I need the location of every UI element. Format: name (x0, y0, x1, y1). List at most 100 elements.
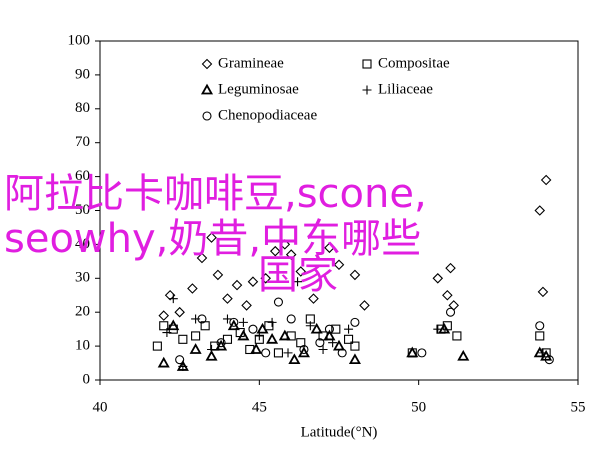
marker-triangle (157, 356, 170, 368)
marker-square (452, 331, 462, 341)
marker-plus (305, 321, 315, 331)
legend-marker (362, 59, 372, 69)
marker-circle (286, 314, 296, 324)
marker-diamond (196, 252, 208, 264)
marker-square (535, 331, 545, 341)
marker-triangle (189, 343, 202, 354)
overlay-text: seowhy,奶昔,中东哪些 (4, 216, 421, 262)
marker-circle (417, 348, 427, 358)
marker-diamond (534, 205, 546, 216)
y-tick-label: 30 (75, 270, 90, 286)
legend-label: Leguminosae (218, 81, 299, 97)
marker-diamond (333, 259, 345, 271)
y-tick-label: 10 (75, 338, 90, 354)
y-tick-label: 90 (75, 66, 90, 82)
marker-diamond (295, 266, 307, 277)
y-tick-label: 100 (68, 32, 91, 48)
x-tick-label: 40 (93, 399, 108, 415)
legend-label: Gramineae (218, 55, 284, 71)
marker-diamond (206, 232, 217, 243)
y-tick-label: 80 (75, 100, 90, 116)
marker-diamond (349, 269, 361, 281)
marker-circle (175, 355, 185, 365)
marker-diamond (158, 310, 170, 321)
marker-plus (538, 348, 548, 358)
marker-diamond (222, 293, 233, 304)
marker-diamond (537, 286, 549, 298)
marker-square (178, 334, 188, 344)
marker-diamond (174, 306, 185, 318)
marker-triangle (167, 319, 180, 331)
marker-square (344, 334, 354, 344)
marker-square (350, 341, 360, 351)
marker-square (331, 324, 341, 334)
marker-triangle (288, 353, 301, 365)
marker-triangle (323, 329, 336, 341)
marker-plus (254, 331, 264, 341)
marker-plus (293, 277, 303, 287)
marker-triangle (457, 349, 470, 361)
marker-triangle (266, 332, 279, 344)
marker-circle (197, 314, 207, 324)
marker-diamond (164, 289, 176, 301)
y-tick-label: 60 (75, 168, 90, 184)
marker-diamond (260, 273, 271, 284)
legend-label: Chenopodiaceae (218, 107, 317, 123)
legend-label: Compositae (378, 55, 450, 71)
marker-circle (445, 307, 456, 317)
legend-marker (202, 111, 212, 121)
marker-triangle (256, 322, 269, 334)
marker-diamond (241, 300, 252, 311)
marker-circle (337, 348, 347, 358)
x-tick-label: 55 (571, 399, 586, 415)
marker-square (273, 348, 284, 358)
marker-circle (248, 324, 258, 334)
marker-triangle (250, 343, 263, 354)
y-tick-label: 40 (75, 236, 90, 252)
marker-circle (324, 324, 334, 334)
marker-triangle (205, 349, 218, 361)
marker-triangle (406, 346, 419, 358)
marker-circle (315, 338, 325, 348)
marker-circle (229, 317, 239, 327)
marker-diamond (445, 262, 456, 274)
marker-square (191, 331, 201, 341)
overlay-text: 国家 (258, 252, 338, 298)
marker-plus (267, 317, 277, 327)
marker-circle (273, 297, 284, 307)
marker-diamond (212, 269, 224, 281)
marker-plus (191, 314, 201, 324)
legend-marker (362, 85, 372, 95)
marker-plus (168, 294, 178, 304)
marker-plus (222, 314, 232, 324)
marker-diamond (285, 249, 297, 260)
marker-diamond (231, 279, 243, 291)
marker-diamond (308, 293, 319, 304)
marker-triangle (278, 329, 291, 341)
y-tick-label: 50 (75, 202, 90, 218)
y-tick-label: 0 (83, 371, 91, 387)
marker-plus (344, 324, 354, 334)
marker-diamond (540, 174, 552, 186)
marker-diamond (187, 283, 198, 294)
marker-triangle (332, 339, 346, 351)
marker-triangle (310, 322, 323, 334)
x-tick-label: 50 (411, 399, 426, 415)
marker-diamond (359, 300, 370, 311)
marker-diamond (324, 242, 335, 254)
marker-plus (433, 324, 443, 334)
marker-diamond (247, 276, 259, 287)
marker-plus (283, 348, 293, 358)
marker-diamond (269, 245, 281, 257)
marker-plus (207, 344, 217, 354)
overlay-text: 阿拉比卡咖啡豆,scone, (4, 171, 427, 217)
marker-circle (535, 321, 545, 331)
marker-triangle (237, 329, 250, 341)
marker-circle (544, 355, 554, 365)
y-tick-label: 20 (75, 304, 90, 320)
marker-plus (162, 328, 172, 338)
marker-circle (216, 338, 226, 348)
marker-circle (299, 344, 309, 355)
marker-plus (318, 344, 328, 354)
